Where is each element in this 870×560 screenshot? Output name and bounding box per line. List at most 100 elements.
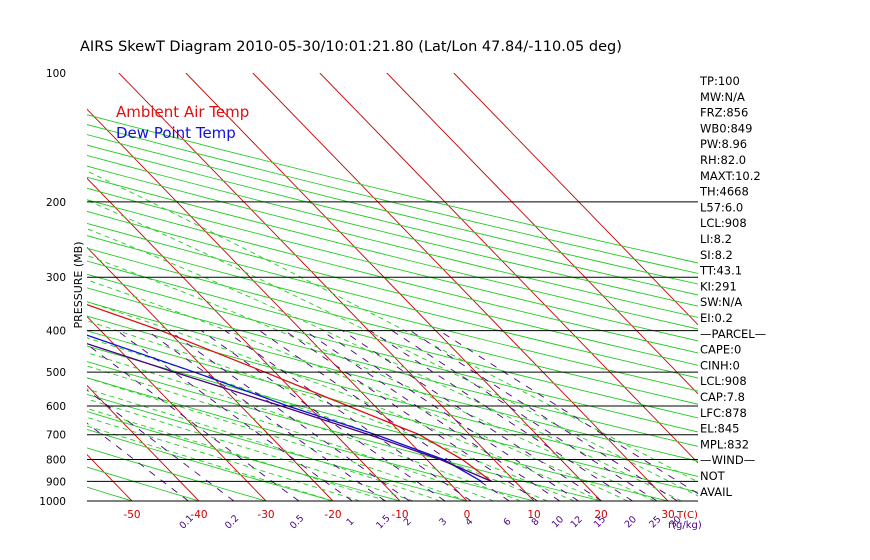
index-readout: KI:291 (700, 279, 737, 293)
pressure-tick-label: 500 (46, 367, 66, 379)
isotherm-line (386, 73, 698, 395)
pressure-tick-label: 600 (46, 401, 66, 413)
isotherm-line (185, 73, 602, 501)
pressure-tick-label: 300 (46, 272, 66, 284)
dry-adiabat-line (87, 187, 698, 342)
y-axis-label: PRESSURE (MB) (72, 242, 85, 329)
index-readout: LI:8.2 (700, 232, 732, 246)
moist-adiabat-line (87, 228, 682, 501)
mixing-ratio-label: 0.2 (223, 513, 241, 531)
pressure-tick-label: 700 (46, 430, 66, 442)
index-readout: L57:6.0 (700, 200, 743, 214)
mixing-ratio-line (87, 343, 300, 501)
x-axis-unit-label: T(C) (676, 510, 698, 521)
isotherm-line (87, 246, 334, 501)
mixing-ratio-label: 0.5 (288, 513, 306, 531)
isotherm-line (87, 384, 200, 501)
dry-adiabat-line (87, 315, 698, 477)
dry-adiabat-line (87, 199, 698, 354)
mixing-ratio-label: 1 (344, 516, 356, 528)
mixing-ratio-line (410, 330, 678, 501)
bottom-temp-tick-label: 0 (464, 509, 471, 521)
pressure-tick-label: 100 (46, 68, 66, 80)
dry-adiabat-line (87, 260, 698, 419)
moist-adiabat-line (87, 320, 575, 501)
index-readout: CINH:0 (700, 358, 740, 372)
index-readout: NOT (700, 469, 726, 483)
mixing-ratio-label: 10 (550, 514, 566, 530)
index-readout: CAPE:0 (700, 343, 741, 357)
isotherm-line (319, 73, 698, 464)
dew-point-temp-line (87, 334, 482, 482)
moist-adiabat-line (87, 279, 628, 501)
bottom-temp-tick-label: -20 (324, 509, 341, 521)
index-readout: TP:100 (699, 74, 740, 88)
index-readout: MW:N/A (700, 90, 745, 104)
index-readout: LCL:908 (700, 374, 747, 388)
bottom-temp-tick-label: -10 (391, 509, 408, 521)
dry-adiabat-line (87, 165, 698, 318)
mixing-ratio-label: 1.5 (374, 513, 392, 531)
index-readout: MAXT:10.2 (700, 169, 761, 183)
moist-adiabat-line (87, 170, 698, 483)
pressure-tick-label: 200 (46, 197, 66, 209)
pressure-tick-label: 800 (46, 455, 66, 467)
dry-adiabat-line (87, 134, 698, 285)
index-readout: MPL:832 (700, 437, 749, 451)
dry-adiabat-line (87, 124, 698, 274)
index-readout: AVAIL (700, 485, 733, 499)
dry-adiabat-line (87, 273, 698, 433)
bottom-temp-tick-label: -50 (123, 509, 140, 521)
moist-adiabat-line (87, 337, 548, 501)
bottom-temp-tick-label: 20 (594, 509, 607, 521)
dry-adiabat-line (87, 361, 602, 501)
index-readout: PW:8.96 (700, 137, 747, 151)
index-readout: FRZ:856 (700, 106, 748, 120)
index-readout: LCL:908 (700, 216, 747, 230)
mixing-ratio-label: 3 (437, 516, 449, 528)
dry-adiabat-line (87, 144, 698, 296)
pressure-tick-label: 900 (46, 476, 66, 488)
dry-adiabat-line (87, 222, 698, 379)
moist-adiabat-line (87, 398, 414, 501)
dry-adiabat-line (87, 154, 698, 307)
dry-adiabat-line (87, 393, 468, 501)
index-readout: RH:82.0 (700, 153, 746, 167)
mixing-ratio-line (304, 330, 561, 501)
dry-adiabat-line (87, 176, 698, 330)
dry-adiabat-line (87, 235, 698, 392)
mixing-ratio-line (439, 330, 698, 495)
bottom-temp-tick-label: -30 (257, 509, 274, 521)
chart-title: AIRS SkewT Diagram 2010-05-30/10:01:21.8… (80, 39, 622, 55)
legend-dew-point: Dew Point Temp (116, 124, 236, 142)
pressure-tick-label: 400 (46, 326, 66, 338)
mixing-ratio-label: 4 (463, 516, 475, 528)
index-readout: EI:0.2 (700, 311, 733, 325)
dry-adiabat-line (87, 287, 698, 447)
moist-adiabat-line (87, 352, 521, 501)
mixing-ratio-line (391, 330, 658, 501)
index-readout: SI:8.2 (700, 248, 733, 262)
mixing-ratio-label: 6 (502, 516, 514, 528)
dry-adiabat-line (87, 345, 669, 501)
dry-adiabat-line (87, 428, 334, 501)
isotherm-line (87, 177, 401, 501)
index-readout: —WIND— (700, 453, 755, 467)
isotherm-line (87, 315, 267, 501)
index-readout: LFC:878 (700, 406, 747, 420)
dry-adiabat-line (87, 247, 698, 405)
isotherm-line (87, 108, 468, 501)
mixing-ratio-line (224, 330, 472, 501)
dry-adiabat-line (87, 330, 698, 493)
bottom-temp-tick-label: -40 (190, 509, 207, 521)
dry-adiabat-line (87, 114, 698, 264)
dry-adiabat-line (87, 377, 535, 501)
mixing-ratio-label: 20 (623, 514, 639, 530)
mixing-ratio-unit-label: r(g/kg) (668, 520, 702, 531)
bottom-temp-tick-label: 30 (661, 509, 674, 521)
index-readout: TT:43.1 (699, 264, 742, 278)
pressure-tick-label: 1000 (39, 496, 66, 508)
index-readout: WB0:849 (700, 121, 752, 135)
isotherm-line (252, 73, 669, 501)
